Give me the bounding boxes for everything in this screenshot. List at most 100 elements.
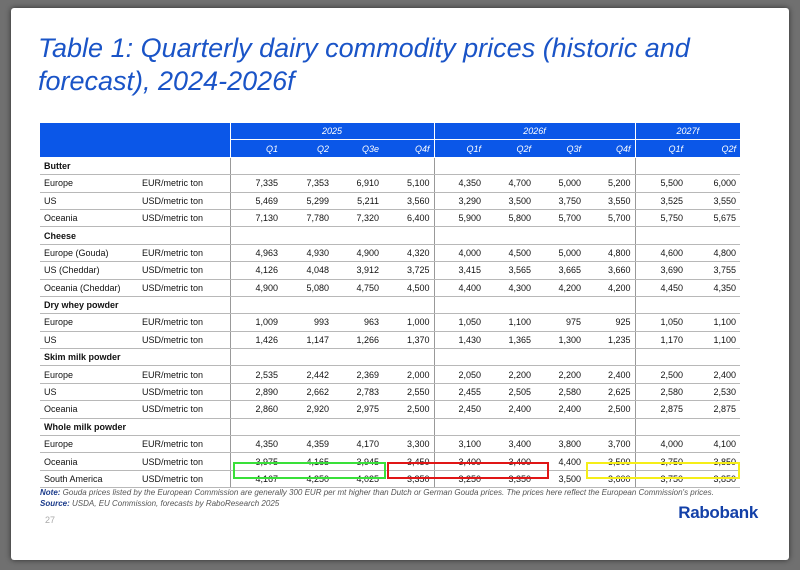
value-cell: 2,000 [383,365,435,384]
unit-cell: USD/metric ton [138,400,230,419]
empty-cell [634,226,688,245]
value-cell: 7,130 [229,209,282,228]
value-cell: 3,550 [687,192,741,210]
highlight-box-red [387,462,549,479]
value-cell: 2,455 [433,383,486,402]
table-row: Europe EUR/metric ton 7,335 7,353 6,910 5,100… [40,174,741,193]
empty-cell [687,157,741,176]
value-cell: 1,050 [433,313,486,332]
value-cell: 4,025 [333,470,383,489]
unit-cell: USD/metric ton [138,452,230,471]
header-blank [40,123,230,158]
header-quarter: Q1f [634,139,688,158]
empty-cell [229,296,282,315]
header-year: 2027f [634,123,741,141]
header-year: 2026f [433,123,636,141]
value-cell: 1,170 [634,331,688,350]
source-text: USDA, EU Commission, forecasts by RaboRe… [69,499,280,508]
unit-cell: EUR/metric ton [138,435,230,454]
value-cell: 4,750 [333,279,383,297]
empty-cell [585,157,636,176]
value-cell: 5,200 [585,174,636,193]
empty-cell [485,226,536,245]
value-cell: 3,415 [433,261,486,280]
value-cell: 2,500 [585,400,636,419]
value-cell: 5,900 [433,209,486,228]
value-cell: 3,525 [634,192,688,210]
empty-cell [634,296,688,315]
empty-cell [383,296,435,315]
region-cell: Oceania [40,400,138,419]
header-quarter: Q2 [282,139,333,158]
empty-cell [585,348,636,367]
value-cell: 4,900 [229,279,282,297]
value-cell: 4,350 [433,174,486,193]
value-cell: 4,800 [585,244,636,263]
price-table: 2025 2026f 2027f Q1 Q2 Q3e Q4f Q1f Q2f Q3f Q4f Q1f Q… [40,123,741,489]
value-cell: 2,535 [229,365,282,384]
value-cell: 5,469 [229,192,282,210]
highlight-box-green [233,462,386,479]
value-cell: 2,875 [687,400,741,419]
value-cell: 2,200 [485,365,536,384]
value-cell: 3,500 [585,452,636,471]
value-cell: 5,700 [535,209,586,228]
empty-cell [485,348,536,367]
empty-cell [485,418,536,437]
value-cell: 1,300 [535,331,586,350]
section-title: Cheese [40,226,230,245]
table-row: Oceania USD/metric ton 2,860 2,920 2,975 2,50… [40,400,741,419]
value-cell: 2,400 [485,400,536,419]
region-cell: Oceania [40,209,138,228]
empty-cell [229,348,282,367]
header-quarter: Q2f [485,139,536,158]
value-cell: 4,126 [229,261,282,280]
value-cell: 1,426 [229,331,282,350]
empty-cell [585,226,636,245]
empty-cell [433,226,486,245]
header-quarter: Q2f [687,139,741,158]
value-cell: 3,450 [383,452,435,471]
value-cell: 5,675 [687,209,741,228]
empty-cell [282,157,333,176]
value-cell: 3,550 [585,192,636,210]
value-cell: 1,009 [229,313,282,332]
value-cell: 6,000 [687,174,741,193]
value-cell: 2,400 [687,365,741,384]
table-row: Europe EUR/metric ton 4,350 4,359 4,170 3,300… [40,435,741,454]
value-cell: 7,353 [282,174,333,193]
empty-cell [485,296,536,315]
value-cell: 925 [585,313,636,332]
unit-cell: EUR/metric ton [138,313,230,332]
value-cell: 7,320 [333,209,383,228]
value-cell: 4,500 [485,244,536,263]
unit-cell: USD/metric ton [138,470,230,489]
value-cell: 3,945 [333,452,383,471]
value-cell: 3,750 [634,452,688,471]
value-cell: 2,783 [333,383,383,402]
value-cell: 2,625 [585,383,636,402]
value-cell: 2,920 [282,400,333,419]
value-cell: 2,975 [333,400,383,419]
value-cell: 4,900 [333,244,383,263]
region-cell: Europe [40,174,138,193]
value-cell: 4,930 [282,244,333,263]
empty-cell [383,226,435,245]
empty-cell [333,157,383,176]
section-title: Dry whey powder [40,296,230,315]
value-cell: 1,050 [634,313,688,332]
value-cell: 3,750 [634,470,688,489]
value-cell: 1,100 [687,313,741,332]
region-cell: Europe (Gouda) [40,244,138,263]
section-title: Skim milk powder [40,348,230,367]
value-cell: 4,000 [433,244,486,263]
value-cell: 3,700 [585,435,636,454]
header-quarter: Q3f [535,139,586,158]
note-label: Note: [40,488,61,497]
value-cell: 3,850 [687,452,741,471]
region-cell: Europe [40,365,138,384]
unit-cell: USD/metric ton [138,383,230,402]
value-cell: 2,500 [634,365,688,384]
value-cell: 4,700 [485,174,536,193]
unit-cell: EUR/metric ton [138,244,230,263]
